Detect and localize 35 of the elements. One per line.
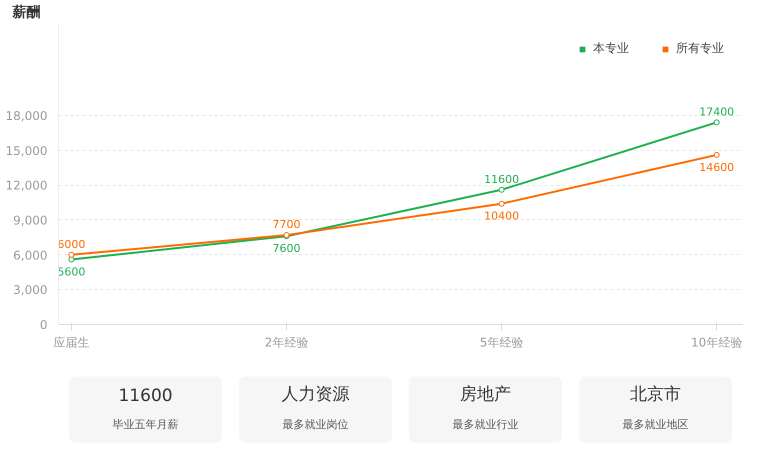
text: 房地产 [460, 384, 511, 404]
x-tick-label: 10年经验 [691, 336, 742, 350]
text: 北京市 [630, 384, 681, 404]
legend-label: 所有专业 [676, 40, 724, 57]
x-tick-label: 5年经验 [480, 336, 524, 350]
data-label: 17400 [699, 105, 734, 118]
y-tick-label: 18,000 [6, 108, 48, 123]
data-label: 5600 [57, 265, 86, 278]
text: 最多就业地区 [622, 418, 688, 431]
point [68, 252, 74, 258]
point [498, 200, 505, 207]
data-label: 7700 [272, 218, 301, 232]
y-tick-label: 9,000 [13, 213, 48, 228]
y-tick-label: 12,000 [6, 178, 48, 193]
text: 最多就业行业 [452, 418, 518, 431]
x-tick-label: 2年经验 [264, 336, 308, 350]
legend-label: 本专业 [593, 40, 629, 57]
data-label: 11600 [484, 172, 520, 186]
text: 最多就业岗位 [282, 418, 349, 431]
y-tick-label: 3,000 [13, 283, 48, 298]
chart-title: 薪酬 [12, 4, 40, 20]
data-label: 14600 [699, 160, 734, 174]
text: 毕业五年月薪 [112, 418, 179, 431]
data-label: 6000 [57, 238, 86, 251]
y-tick-label: 6,000 [13, 248, 48, 262]
data-label: 10400 [484, 210, 520, 223]
y-tick-label: 0 [40, 318, 48, 332]
x-tick-label: 应届生 [53, 336, 90, 350]
y-tick-label: 15,000 [6, 144, 48, 158]
point [714, 152, 720, 158]
text: 11600 [118, 386, 173, 406]
data-label: 7600 [272, 242, 301, 256]
text: 人力资源 [282, 384, 350, 404]
point [714, 119, 720, 126]
point [498, 186, 505, 193]
